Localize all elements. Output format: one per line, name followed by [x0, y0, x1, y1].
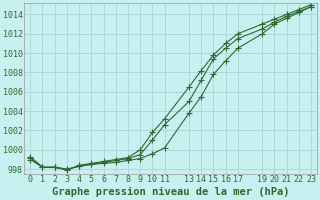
- X-axis label: Graphe pression niveau de la mer (hPa): Graphe pression niveau de la mer (hPa): [52, 187, 290, 197]
